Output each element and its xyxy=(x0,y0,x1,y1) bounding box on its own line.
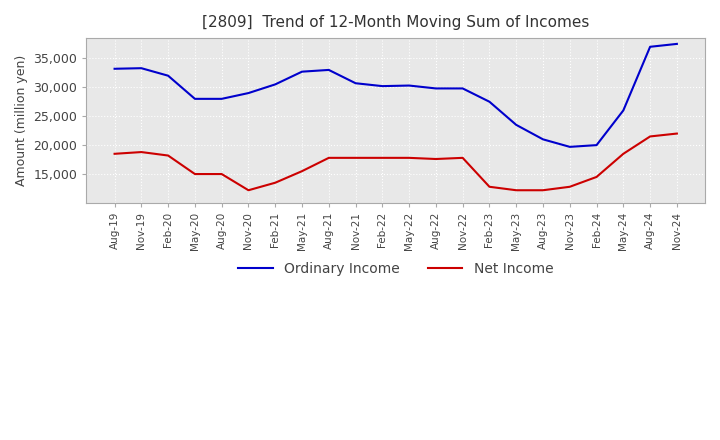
Net Income xyxy=(646,134,654,139)
Ordinary Income xyxy=(539,137,547,142)
Ordinary Income xyxy=(271,82,279,87)
Ordinary Income xyxy=(593,143,601,148)
Ordinary Income xyxy=(512,122,521,128)
Ordinary Income xyxy=(244,91,253,96)
Net Income xyxy=(485,184,494,189)
Y-axis label: Amount (million yen): Amount (million yen) xyxy=(15,55,28,186)
Ordinary Income xyxy=(619,108,628,113)
Ordinary Income xyxy=(325,67,333,73)
Net Income xyxy=(164,153,173,158)
Ordinary Income xyxy=(459,86,467,91)
Ordinary Income xyxy=(191,96,199,102)
Net Income xyxy=(459,155,467,161)
Net Income xyxy=(431,156,440,161)
Ordinary Income xyxy=(431,86,440,91)
Ordinary Income xyxy=(297,69,306,74)
Ordinary Income xyxy=(646,44,654,49)
Ordinary Income xyxy=(217,96,226,102)
Ordinary Income xyxy=(351,81,360,86)
Net Income xyxy=(378,155,387,161)
Net Income xyxy=(539,187,547,193)
Net Income xyxy=(512,187,521,193)
Net Income xyxy=(405,155,413,161)
Net Income xyxy=(593,174,601,180)
Net Income xyxy=(351,155,360,161)
Ordinary Income xyxy=(110,66,119,71)
Net Income xyxy=(672,131,681,136)
Line: Ordinary Income: Ordinary Income xyxy=(114,44,677,147)
Net Income xyxy=(191,172,199,177)
Net Income xyxy=(565,184,574,189)
Ordinary Income xyxy=(405,83,413,88)
Line: Net Income: Net Income xyxy=(114,134,677,190)
Net Income xyxy=(271,180,279,185)
Title: [2809]  Trend of 12-Month Moving Sum of Incomes: [2809] Trend of 12-Month Moving Sum of I… xyxy=(202,15,590,30)
Ordinary Income xyxy=(485,99,494,104)
Net Income xyxy=(619,151,628,157)
Net Income xyxy=(297,169,306,174)
Ordinary Income xyxy=(378,84,387,89)
Ordinary Income xyxy=(672,41,681,47)
Net Income xyxy=(244,187,253,193)
Ordinary Income xyxy=(164,73,173,78)
Net Income xyxy=(137,150,145,155)
Net Income xyxy=(110,151,119,157)
Net Income xyxy=(217,172,226,177)
Legend: Ordinary Income, Net Income: Ordinary Income, Net Income xyxy=(233,257,559,282)
Ordinary Income xyxy=(137,66,145,71)
Ordinary Income xyxy=(565,144,574,150)
Net Income xyxy=(325,155,333,161)
